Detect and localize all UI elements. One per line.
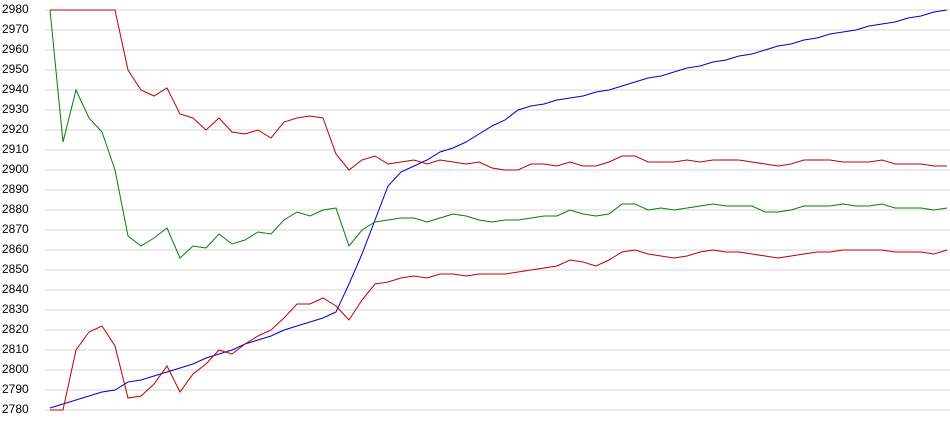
y-tick-label: 2870 [2, 222, 29, 236]
y-tick-label: 2810 [2, 342, 29, 356]
y-tick-label: 2910 [2, 142, 29, 156]
y-tick-label: 2780 [2, 402, 29, 416]
y-tick-label: 2940 [2, 82, 29, 96]
series-line [50, 9, 947, 171]
y-tick-label: 2850 [2, 262, 29, 276]
y-tick-label: 2820 [2, 322, 29, 336]
y-tick-label: 2880 [2, 202, 29, 216]
y-tick-label: 2930 [2, 102, 29, 116]
y-tick-label: 2890 [2, 182, 29, 196]
y-tick-label: 2970 [2, 22, 29, 36]
y-tick-label: 2960 [2, 42, 29, 56]
y-tick-label: 2900 [2, 162, 29, 176]
y-tick-label: 2840 [2, 282, 29, 296]
y-tick-label: 2920 [2, 122, 29, 136]
y-tick-label: 2860 [2, 242, 29, 256]
series-line [49, 9, 948, 259]
y-tick-label: 2790 [2, 382, 29, 396]
series-line [49, 9, 948, 409]
y-tick-label: 2980 [2, 2, 29, 16]
y-tick-label: 2830 [2, 302, 29, 316]
y-tick-label: 2800 [2, 362, 29, 376]
series-line [50, 249, 948, 411]
y-tick-label: 2950 [2, 62, 29, 76]
